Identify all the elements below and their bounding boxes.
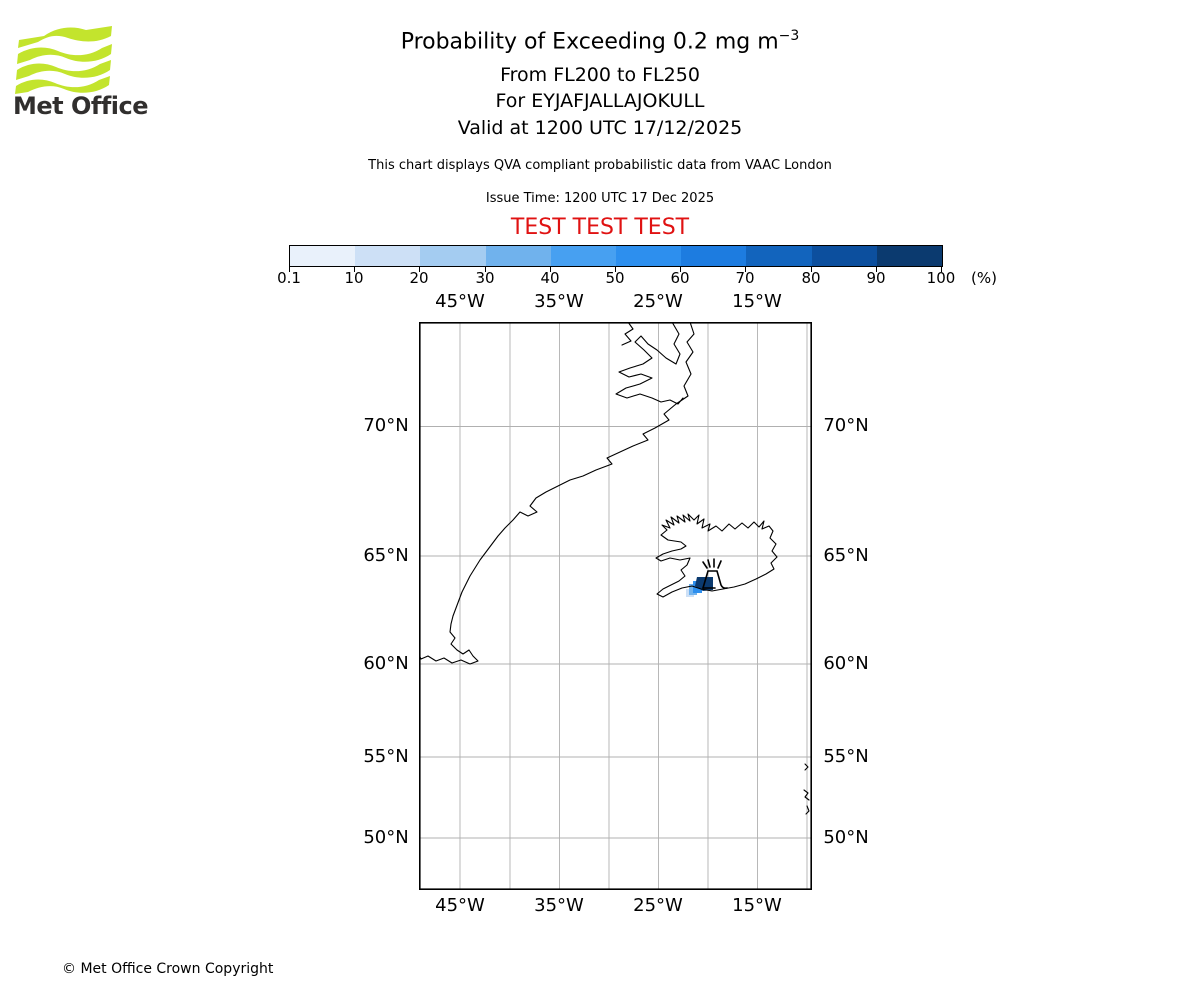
colorbar-unit-label: (%): [971, 269, 997, 287]
colorbar-segment: [290, 246, 356, 266]
logo-wave-4: [15, 76, 110, 94]
issue-time: Issue Time: 1200 UTC 17 Dec 2025: [485, 191, 715, 206]
map-panel: [419, 322, 812, 890]
lat-label-left: 50°N: [363, 827, 409, 848]
colorbar-tick: [419, 267, 420, 272]
lon-label-top: 15°W: [732, 291, 782, 312]
lon-label-bottom: 45°W: [435, 895, 485, 916]
colorbar-segment: [550, 246, 617, 266]
colorbar-segment: [355, 246, 421, 266]
colorbar-label: 60: [670, 269, 690, 287]
colorbar-label: 40: [540, 269, 560, 287]
greenland-coastline: [419, 322, 695, 665]
colorbar-tick: [680, 267, 681, 272]
colorbar-tick: [354, 267, 355, 272]
colorbar-label: 80: [801, 269, 821, 287]
hebrides-islets: [803, 763, 810, 815]
colorbar-tick: [485, 267, 486, 272]
colorbar-segment: [746, 246, 812, 266]
lat-label-right: 55°N: [823, 746, 869, 767]
logo-wave-1: [18, 26, 112, 48]
colorbar-segment: [876, 246, 943, 266]
lat-label-left: 65°N: [363, 545, 409, 566]
colorbar-tick: [615, 267, 616, 272]
colorbar-segment: [420, 246, 486, 266]
colorbar-label: 70: [735, 269, 755, 287]
logo-wave-3: [16, 60, 111, 80]
ash-probability-plume: [686, 577, 713, 597]
title-superscript: −3: [778, 28, 800, 44]
colorbar-label: 30: [475, 269, 495, 287]
greenland-fjord-islet: [621, 322, 634, 346]
subtitle-volcano: For EYJAFJALLAJOKULL: [495, 90, 705, 112]
colorbar-segment: [681, 246, 747, 266]
lat-label-left: 70°N: [363, 415, 409, 436]
colorbar-tick: [550, 267, 551, 272]
lon-label-bottom: 25°W: [633, 895, 683, 916]
copyright-notice: © Met Office Crown Copyright: [62, 961, 274, 977]
colorbar-label: 0.1: [277, 269, 301, 287]
colorbar-tick: [941, 267, 942, 272]
iceland-coastline: [655, 513, 778, 598]
subtitle-valid-time: Valid at 1200 UTC 17/12/2025: [457, 117, 743, 139]
colorbar-segment: [811, 246, 877, 266]
graticule: [419, 322, 812, 890]
colorbar-segment: [485, 246, 551, 266]
qva-description: This chart displays QVA compliant probab…: [368, 158, 832, 173]
colorbar-segment: [616, 246, 682, 266]
colorbar-label: 10: [344, 269, 364, 287]
lat-label-right: 50°N: [823, 827, 869, 848]
colorbar-tick: [289, 267, 290, 272]
lon-label-top: 35°W: [534, 291, 584, 312]
colorbar-tick: [811, 267, 812, 272]
test-banner: TEST TEST TEST: [510, 215, 690, 240]
lat-label-right: 70°N: [823, 415, 869, 436]
probability-colorbar: [289, 245, 943, 272]
lat-label-right: 65°N: [823, 545, 869, 566]
lat-label-left: 60°N: [363, 653, 409, 674]
colorbar-label: 20: [409, 269, 429, 287]
lon-label-top: 45°W: [435, 291, 485, 312]
lon-label-top: 25°W: [633, 291, 683, 312]
greenland-fjords: [615, 322, 684, 405]
map-border: [419, 322, 812, 890]
colorbar-tick: [876, 267, 877, 272]
logo-wave-2: [17, 44, 112, 64]
lon-label-bottom: 35°W: [534, 895, 584, 916]
colorbar-tick: [745, 267, 746, 272]
colorbar-label: 100: [926, 269, 956, 287]
met-office-logo: [15, 26, 112, 94]
volcano-marker: [702, 558, 728, 589]
lat-label-right: 60°N: [823, 653, 869, 674]
lat-label-left: 55°N: [363, 746, 409, 767]
page-title: Probability of Exceeding 0.2 mg m−3: [0, 28, 1200, 54]
subtitle-flight-levels: From FL200 to FL250: [500, 64, 700, 86]
colorbar-label: 90: [866, 269, 886, 287]
logo-wordmark: Met Office: [13, 92, 149, 120]
title-text: Probability of Exceeding 0.2 mg m: [400, 29, 779, 55]
colorbar-label: 50: [605, 269, 625, 287]
lon-label-bottom: 15°W: [732, 895, 782, 916]
